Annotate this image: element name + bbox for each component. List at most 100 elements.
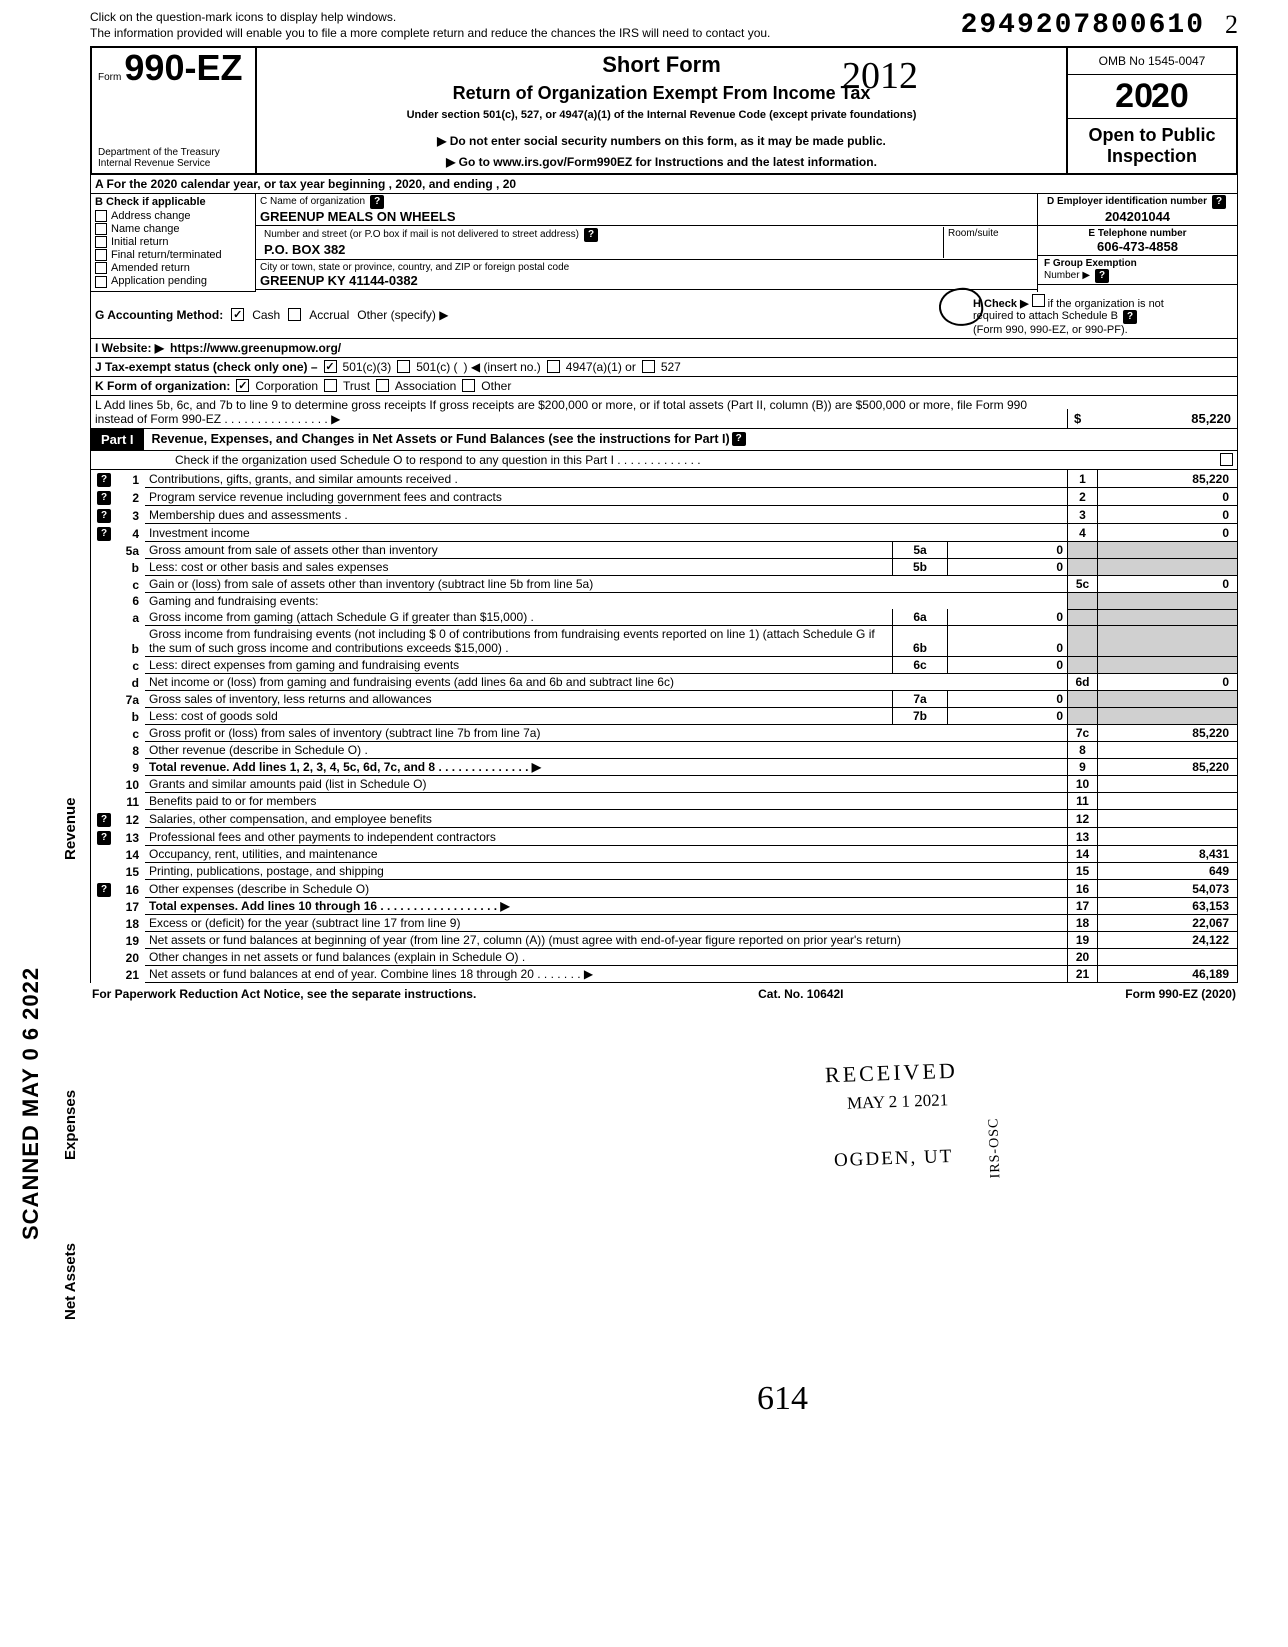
- box-value: [1098, 793, 1238, 810]
- box-value: 0: [1098, 524, 1238, 542]
- checkbox[interactable]: [95, 210, 107, 222]
- top-row: Click on the question-mark icons to disp…: [90, 10, 1238, 42]
- line-number: 5a: [117, 542, 145, 559]
- tel: 606-473-4858: [1097, 239, 1178, 254]
- k-other-checkbox[interactable]: [462, 379, 475, 392]
- sub-box-label: 6b: [893, 626, 948, 657]
- help-icon[interactable]: ?: [1095, 269, 1109, 283]
- help-icon[interactable]: ?: [370, 195, 384, 209]
- line-number: 7a: [117, 691, 145, 708]
- sub-box-label: 6a: [893, 609, 948, 626]
- k-corp-checkbox[interactable]: ✓: [236, 379, 249, 392]
- section-b: B Check if applicable Address changeName…: [91, 194, 256, 292]
- help-icon[interactable]: ?: [97, 527, 111, 541]
- line-text: Other expenses (describe in Schedule O): [145, 880, 1068, 898]
- box-number: 18: [1068, 915, 1098, 932]
- help-icon[interactable]: ?: [97, 473, 111, 487]
- j-501c-checkbox[interactable]: [397, 360, 410, 373]
- b-item-label: Final return/terminated: [111, 249, 222, 261]
- table-row: 21Net assets or fund balances at end of …: [91, 966, 1238, 983]
- revenue-label: Revenue: [62, 797, 79, 860]
- help-icon[interactable]: ?: [1123, 310, 1137, 324]
- line-text: Other changes in net assets or fund bala…: [145, 949, 1068, 966]
- accrual-checkbox[interactable]: [288, 308, 301, 321]
- box-value: 46,189: [1098, 966, 1238, 983]
- l-amount: 85,220: [1191, 411, 1231, 426]
- box-value: 24,122: [1098, 932, 1238, 949]
- help-icon[interactable]: ?: [97, 491, 111, 505]
- title-1: Short Form: [265, 52, 1058, 78]
- checkbox[interactable]: [95, 223, 107, 235]
- table-row: cLess: direct expenses from gaming and f…: [91, 657, 1238, 674]
- j-527-checkbox[interactable]: [642, 360, 655, 373]
- help-icon[interactable]: ?: [732, 432, 746, 446]
- k-o2: Trust: [343, 379, 370, 393]
- line-g-h: G Accounting Method: ✓ Cash Accrual Othe…: [90, 292, 1238, 339]
- received-stamp: RECEIVED: [825, 1058, 959, 1089]
- section-c: C Name of organization ? GREENUP MEALS O…: [256, 194, 1037, 292]
- irs-osc-stamp: IRS-OSC: [987, 1117, 1005, 1178]
- part1-check-text: Check if the organization used Schedule …: [95, 453, 701, 467]
- help-icon[interactable]: ?: [1212, 195, 1226, 209]
- cash-checkbox[interactable]: ✓: [231, 308, 244, 321]
- table-row: 7aGross sales of inventory, less returns…: [91, 691, 1238, 708]
- sub-box-label: 5a: [893, 542, 948, 559]
- footer-right: Form 990-EZ (2020): [1125, 987, 1236, 1001]
- k-assoc-checkbox[interactable]: [376, 379, 389, 392]
- help-icon[interactable]: ?: [97, 831, 111, 845]
- section-def: D Employer identification number ? 20420…: [1037, 194, 1237, 292]
- checkbox[interactable]: [95, 276, 107, 288]
- box-number: 12: [1068, 810, 1098, 828]
- b-check-row: Amended return: [95, 262, 251, 274]
- checkbox[interactable]: [95, 249, 107, 261]
- dln: 2949207800610: [961, 10, 1205, 41]
- title-2: Return of Organization Exempt From Incom…: [265, 83, 1058, 104]
- expenses-label: Expenses: [62, 1090, 79, 1160]
- line-text: Less: direct expenses from gaming and fu…: [145, 657, 893, 674]
- line-text: Gross profit or (loss) from sales of inv…: [145, 725, 1068, 742]
- table-row: 20Other changes in net assets or fund ba…: [91, 949, 1238, 966]
- line-number: a: [117, 609, 145, 626]
- part1-checkbox[interactable]: [1220, 453, 1233, 466]
- k-label: K Form of organization:: [95, 379, 230, 393]
- line-text: Less: cost of goods sold: [145, 708, 893, 725]
- line-number: 12: [117, 810, 145, 828]
- box-value: 63,153: [1098, 898, 1238, 915]
- sub-box-value: 0: [948, 691, 1068, 708]
- line-number: 11: [117, 793, 145, 810]
- box-value: [1098, 742, 1238, 759]
- table-row: 5aGross amount from sale of assets other…: [91, 542, 1238, 559]
- line-number: 3: [117, 506, 145, 524]
- box-number: 6d: [1068, 674, 1098, 691]
- box-value: 8,431: [1098, 846, 1238, 863]
- help-icon[interactable]: ?: [97, 813, 111, 827]
- j-label: J Tax-exempt status (check only one) –: [95, 360, 318, 374]
- j-4947-checkbox[interactable]: [547, 360, 560, 373]
- line-number: d: [117, 674, 145, 691]
- grp-label: F Group Exemption: [1044, 258, 1137, 269]
- help-icon[interactable]: ?: [97, 509, 111, 523]
- line-number: 16: [117, 880, 145, 898]
- k-trust-checkbox[interactable]: [324, 379, 337, 392]
- sub-box-value: 0: [948, 626, 1068, 657]
- box-value: 54,073: [1098, 880, 1238, 898]
- h-checkbox[interactable]: [1032, 294, 1045, 307]
- sub-box-value: 0: [948, 657, 1068, 674]
- checkbox[interactable]: [95, 262, 107, 274]
- sub-box-label: 7b: [893, 708, 948, 725]
- line-number: 4: [117, 524, 145, 542]
- l-currency: $: [1074, 411, 1081, 426]
- checkbox[interactable]: [95, 236, 107, 248]
- line-number: 19: [117, 932, 145, 949]
- i-label: I Website: ▶: [95, 341, 164, 355]
- j-501c3-checkbox[interactable]: ✓: [324, 360, 337, 373]
- line-text: Excess or (deficit) for the year (subtra…: [145, 915, 1068, 932]
- help-icon[interactable]: ?: [584, 228, 598, 242]
- k-o1: Corporation: [255, 379, 318, 393]
- help-icon[interactable]: ?: [97, 883, 111, 897]
- page-number: 2: [1225, 10, 1238, 40]
- b-item-label: Name change: [111, 223, 180, 235]
- h-4: (Form 990, 990-EZ, or 990-PF).: [973, 324, 1128, 336]
- table-row: 19Net assets or fund balances at beginni…: [91, 932, 1238, 949]
- box-value: 85,220: [1098, 759, 1238, 776]
